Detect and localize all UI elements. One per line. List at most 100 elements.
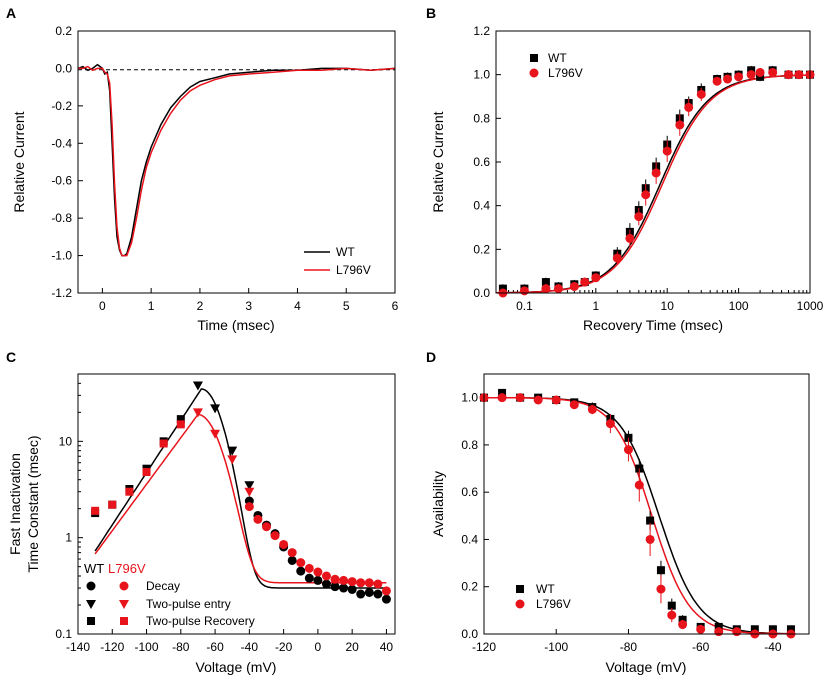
- point-l796v-decay: [356, 578, 366, 588]
- panel-d-fits: [484, 396, 791, 635]
- point-l796v: [641, 190, 651, 200]
- point-wt-decay: [313, 575, 323, 585]
- x-tick-label: -100: [135, 640, 159, 654]
- point-l796v: [551, 395, 561, 405]
- point-l796v-decay: [279, 539, 289, 549]
- point-l796v: [553, 284, 563, 294]
- x-tick-label: -80: [172, 640, 190, 654]
- point-l796v: [732, 627, 742, 637]
- panel-a-x-label: Time (msec): [197, 317, 274, 333]
- fit-l796v: [496, 74, 809, 294]
- point-l796v: [675, 120, 685, 130]
- point-l796v-decay: [287, 548, 297, 558]
- panel-a: 0 1 2 3 4 5 6 -1.2 -1.0 -0.8 -0.6 -0.4 -0.2 0.0 0.2 T…: [11, 24, 399, 333]
- legend-label-l796v: L796V: [548, 66, 583, 80]
- point-wt-decay: [330, 582, 340, 592]
- x-tick-label: 1: [592, 299, 599, 313]
- point-l796v: [591, 273, 601, 283]
- x-tick-label: -40: [241, 640, 259, 654]
- x-tick-label: -140: [66, 640, 90, 654]
- point-l796v: [667, 610, 677, 620]
- panel-a-y-label: Relative Current: [11, 111, 27, 212]
- y-tick-label: 0.1: [55, 627, 72, 641]
- legend-label-wt: WT: [536, 582, 555, 596]
- point-wt-decay: [287, 555, 297, 565]
- point-l796v: [541, 284, 551, 294]
- point-l796v: [625, 233, 635, 243]
- y-tick-label: 1: [65, 531, 72, 545]
- panel-c-frame: [77, 373, 396, 635]
- panel-d: -120 -100 -80 -60 -40 0.0 0.2 0.4 0.6 0.8 1.0 Vol…: [430, 373, 810, 675]
- point-l796v: [497, 393, 507, 403]
- panel-b-frame: [495, 30, 811, 294]
- point-l796v-two-pulse-recovery: [91, 506, 100, 515]
- point-l796v: [723, 74, 733, 84]
- point-l796v: [734, 72, 744, 82]
- point-l796v: [662, 146, 672, 156]
- x-tick-label: -80: [620, 640, 638, 654]
- point-l796v: [569, 400, 579, 410]
- x-tick-label: 6: [392, 299, 399, 313]
- x-tick-label: -120: [100, 640, 124, 654]
- legend-marker-wt: [530, 54, 538, 62]
- panel-d-frame: [483, 373, 810, 635]
- x-tick-label: 0: [99, 299, 106, 313]
- panel-a-frame: [77, 30, 396, 294]
- point-l796v: [678, 620, 688, 630]
- panel-c-y-ticks: 0.1 1 10: [55, 382, 83, 641]
- y-tick-label: -0.6: [51, 174, 72, 188]
- point-l796v: [533, 395, 543, 405]
- point-l796v: [623, 445, 633, 455]
- point-l796v: [714, 627, 724, 637]
- y-tick-label: 1.2: [473, 24, 490, 38]
- legend-header-wt: WT: [84, 561, 104, 576]
- panel-b-points: [498, 65, 815, 298]
- point-l796v: [656, 584, 666, 594]
- panel-c: -140 -120 -100 -80 -60 -40 -20 0 20 40 0.1 1 10 Vol…: [7, 373, 396, 675]
- point-l796v-decay: [296, 558, 306, 568]
- y-tick-label: 0.4: [473, 199, 490, 213]
- legend-marker-two-pulse-entry-l796v: [119, 600, 129, 609]
- point-wt-decay: [339, 583, 349, 593]
- fit-wt: [484, 396, 791, 635]
- panel-a-legend: WT L796V: [304, 245, 371, 277]
- panel-d-x-ticks: -120 -100 -80 -60 -40: [472, 629, 782, 654]
- y-tick-label: 0.6: [461, 485, 478, 499]
- point-wt: [667, 601, 676, 610]
- panel-b-x-ticks: 0.1 1 10 100 1000: [502, 288, 824, 313]
- y-tick-label: 0.2: [55, 24, 72, 38]
- point-wt: [541, 278, 550, 287]
- x-tick-label: -120: [472, 640, 496, 654]
- y-tick-label: 0.8: [473, 111, 490, 125]
- panel-c-fits: [94, 388, 387, 589]
- point-l796v: [634, 212, 644, 222]
- legend-label-l796v: L796V: [336, 263, 371, 277]
- y-tick-label: 0.6: [473, 155, 490, 169]
- point-l796v: [784, 70, 794, 80]
- point-wt-two-pulse-recovery: [176, 415, 185, 424]
- point-l796v: [684, 102, 694, 112]
- x-tick-label: 100: [729, 299, 749, 313]
- y-tick-label: -0.8: [51, 211, 72, 225]
- panel-d-x-label: Voltage (mV): [606, 659, 687, 675]
- point-l796v-decay: [347, 577, 357, 587]
- panel-b-fits: [496, 74, 809, 294]
- point-wt: [714, 622, 723, 631]
- y-tick-label: 0.2: [461, 580, 478, 594]
- point-l796v-decay: [330, 574, 340, 584]
- point-wt-decay: [296, 566, 306, 576]
- legend-header-l796v: L796V: [108, 561, 146, 576]
- point-l796v: [755, 67, 765, 77]
- x-tick-label: 0: [315, 640, 322, 654]
- point-wt-decay: [356, 589, 366, 599]
- point-l796v: [519, 286, 529, 296]
- y-tick-label: -1.0: [51, 249, 72, 263]
- panel-c-points: [91, 381, 391, 604]
- point-l796v-decay: [244, 502, 254, 512]
- panel-b-x-label: Recovery Time (msec): [583, 317, 723, 333]
- point-l796v-decay: [270, 531, 280, 541]
- panel-a-traces: [77, 63, 396, 257]
- point-l796v-decay: [381, 586, 391, 596]
- point-wt-decay: [364, 587, 374, 597]
- legend-marker-l796v: [529, 68, 539, 78]
